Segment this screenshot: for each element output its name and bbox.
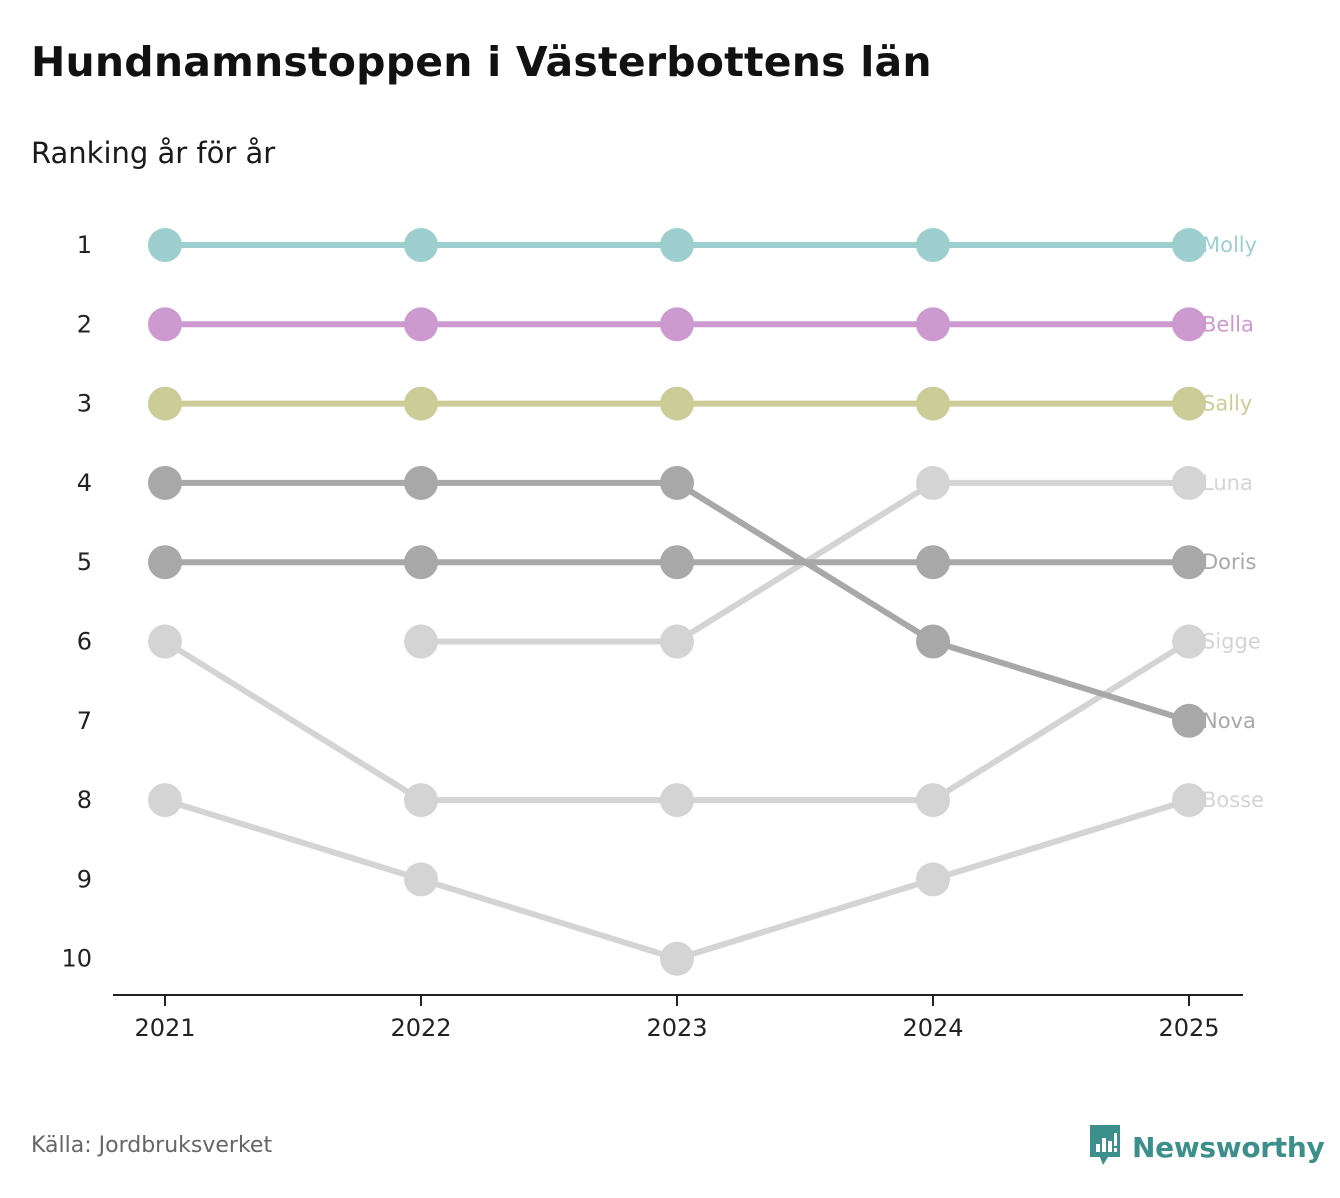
series-label-luna: Luna (1202, 471, 1253, 495)
data-point-bella (916, 307, 950, 342)
data-point-molly (916, 228, 950, 262)
data-point-sigge (148, 624, 182, 659)
y-tick-label: 9 (77, 865, 92, 893)
y-tick-label: 8 (77, 786, 92, 814)
data-point-sigge (660, 783, 694, 818)
data-point-sigge (1172, 624, 1206, 659)
x-tick-label: 2022 (390, 1014, 451, 1042)
y-tick-label: 3 (77, 390, 92, 418)
data-point-bosse (1172, 783, 1206, 818)
chart-subtitle: Ranking år för år (31, 136, 276, 170)
data-point-bella (404, 307, 438, 342)
y-tick-label: 6 (77, 628, 92, 656)
data-point-doris (148, 545, 182, 580)
x-tick-label: 2024 (902, 1014, 963, 1042)
source-note: Källa: Jordbruksverket (31, 1133, 273, 1158)
data-point-bosse (148, 783, 182, 818)
newsworthy-brand[interactable]: Newsworthy (1088, 1123, 1325, 1171)
newsworthy-logo-icon (1088, 1123, 1122, 1171)
data-point-luna (1172, 465, 1206, 500)
data-point-doris (404, 545, 438, 580)
series-label-nova: Nova (1202, 709, 1256, 733)
data-point-sigge (404, 783, 438, 818)
series-lines (162, 242, 1192, 962)
data-point-nova (148, 465, 182, 500)
data-point-nova (404, 465, 438, 500)
data-point-doris (660, 545, 694, 580)
y-tick-label: 5 (77, 548, 92, 576)
brand-name: Newsworthy (1132, 1130, 1325, 1164)
series-label-bella: Bella (1202, 312, 1254, 336)
data-point-sally (1172, 386, 1206, 421)
data-point-doris (1172, 545, 1206, 580)
series-label-doris: Doris (1202, 550, 1256, 574)
y-tick-label: 7 (77, 707, 92, 735)
data-point-bella (1172, 307, 1206, 342)
chart-title: Hundnamnstoppen i Västerbottens län (31, 38, 932, 86)
data-point-bosse (660, 941, 694, 976)
x-tick-label: 2025 (1158, 1014, 1219, 1042)
data-point-nova (916, 624, 950, 659)
y-tick-label: 2 (77, 310, 92, 338)
series-label-sigge: Sigge (1202, 630, 1261, 654)
series-labels: Luna Sigge Bosse Doris Nova Molly Bella Sally (1202, 233, 1264, 812)
data-point-bosse (916, 862, 950, 897)
x-axis: 2021 2022 2023 2024 2025 (113, 994, 1243, 1042)
y-tick-label: 1 (77, 231, 92, 259)
series-points (148, 228, 1206, 976)
data-point-sally (148, 386, 182, 421)
series-label-bosse: Bosse (1202, 788, 1264, 812)
x-tick-label: 2023 (646, 1014, 707, 1042)
series-line-nova (162, 479, 1192, 724)
data-point-sally (660, 386, 694, 421)
data-point-bella (660, 307, 694, 342)
data-point-molly (660, 228, 694, 262)
data-point-sally (916, 386, 950, 421)
series-label-molly: Molly (1202, 233, 1257, 257)
data-point-bella (148, 307, 182, 342)
x-tick-label: 2021 (134, 1014, 195, 1042)
data-point-molly (1172, 228, 1206, 262)
bump-chart: 1 2 3 4 5 6 7 8 9 10 Luna Sigge Bosse Doris Nova Molly… (61, 228, 1264, 1042)
data-point-doris (916, 545, 950, 580)
data-point-luna (916, 465, 950, 500)
data-point-bosse (404, 862, 438, 897)
y-axis-labels: 1 2 3 4 5 6 7 8 9 10 (61, 231, 92, 973)
series-label-sally: Sally (1202, 392, 1252, 416)
y-tick-label: 4 (77, 469, 92, 497)
series-line-bosse (162, 797, 1192, 962)
data-point-sigge (916, 783, 950, 818)
series-line-sigge (162, 638, 1192, 804)
data-point-nova (1172, 703, 1206, 738)
data-point-molly (404, 228, 438, 262)
data-point-luna (660, 624, 694, 659)
y-tick-label: 10 (61, 945, 92, 973)
data-point-sally (404, 386, 438, 421)
data-point-luna (404, 624, 438, 659)
data-point-molly (148, 228, 182, 262)
data-point-nova (660, 465, 694, 500)
